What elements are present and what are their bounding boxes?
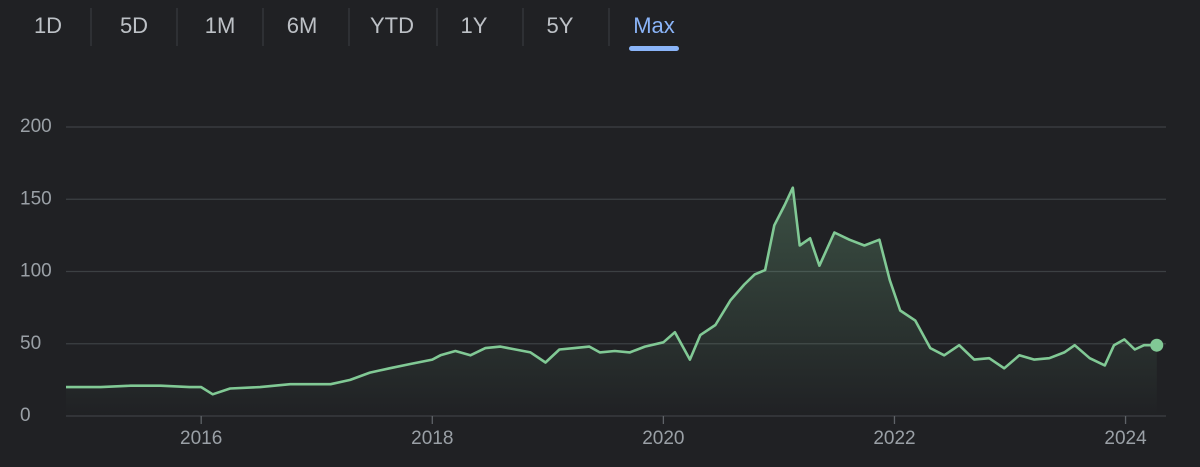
- area: [66, 187, 1157, 416]
- range-tab[interactable]: 1D: [34, 13, 62, 38]
- x-tick-label: 2018: [411, 428, 453, 449]
- y-tick-label: 0: [20, 405, 31, 426]
- active-tab-indicator: [629, 46, 679, 51]
- range-tabs: 1D 5D 1M 6M YTD 1Y 5Y Max: [34, 8, 679, 51]
- x-tick-label: 2016: [180, 428, 222, 449]
- y-tick-label: 200: [20, 116, 52, 137]
- x-tick-label: 2022: [873, 428, 915, 449]
- price-line: [66, 186, 1157, 396]
- x-tick-label: 2020: [642, 428, 684, 449]
- y-tick-label: 150: [20, 188, 52, 209]
- range-tab[interactable]: 6M: [287, 13, 318, 38]
- range-tab[interactable]: YTD: [370, 13, 414, 38]
- y-tick-label: 100: [20, 261, 52, 282]
- x-tick-label: 2024: [1104, 428, 1147, 449]
- chart: 0 50 100 150 200 2016 2018 2020 2022 2024: [20, 116, 1166, 449]
- range-tab[interactable]: 5Y: [547, 13, 574, 38]
- range-tab[interactable]: 1M: [205, 13, 236, 38]
- range-tab[interactable]: 1Y: [461, 13, 488, 38]
- range-tab[interactable]: Max: [633, 13, 675, 38]
- last-point: [1150, 338, 1164, 352]
- range-tab[interactable]: 5D: [120, 13, 148, 38]
- y-tick-label: 50: [20, 333, 41, 354]
